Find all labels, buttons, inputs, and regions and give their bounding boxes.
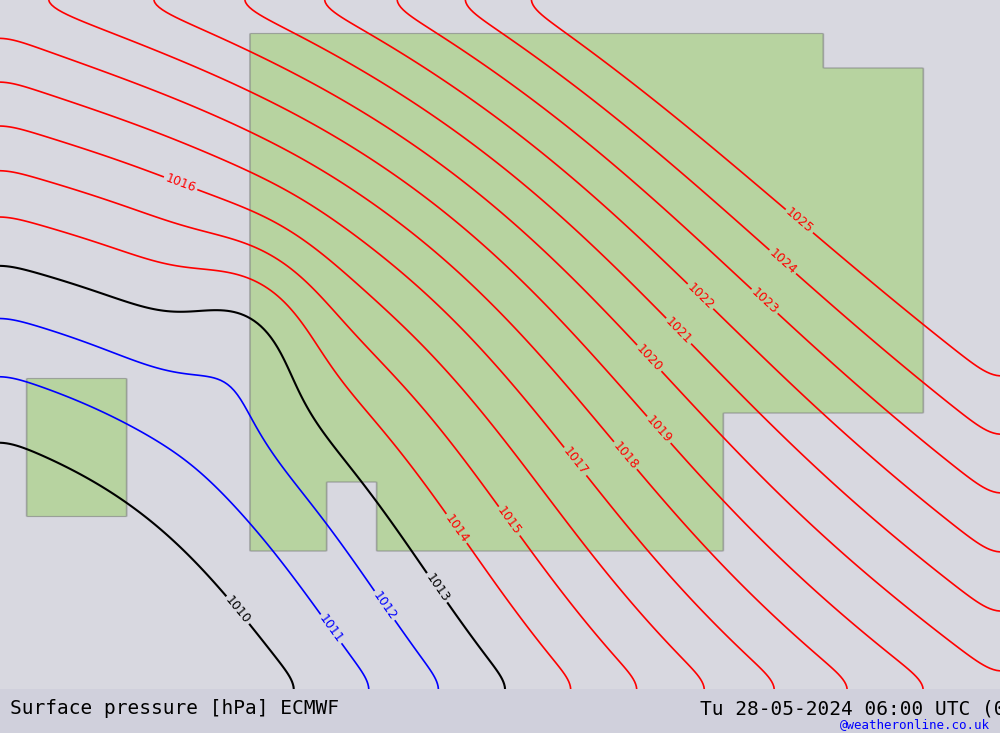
Text: @weatheronline.co.uk: @weatheronline.co.uk	[840, 718, 990, 731]
Text: 1017: 1017	[560, 445, 590, 478]
Text: Tu 28-05-2024 06:00 UTC (06+48): Tu 28-05-2024 06:00 UTC (06+48)	[700, 699, 1000, 718]
Text: 1013: 1013	[423, 571, 451, 605]
Text: 1016: 1016	[164, 172, 198, 195]
Text: 1012: 1012	[370, 589, 399, 622]
Text: 1023: 1023	[749, 286, 781, 317]
Text: 1021: 1021	[663, 315, 694, 347]
Text: 1022: 1022	[685, 281, 716, 312]
Text: Surface pressure [hPa] ECMWF: Surface pressure [hPa] ECMWF	[10, 699, 339, 718]
Text: 1024: 1024	[767, 246, 799, 277]
Text: 1015: 1015	[495, 504, 524, 538]
Text: 1011: 1011	[317, 612, 346, 646]
Text: 1014: 1014	[442, 512, 471, 545]
Text: 1010: 1010	[223, 594, 253, 627]
Text: 1018: 1018	[610, 439, 641, 472]
Text: 1019: 1019	[644, 413, 674, 446]
Text: 1020: 1020	[634, 342, 665, 374]
Text: 1025: 1025	[783, 206, 816, 236]
